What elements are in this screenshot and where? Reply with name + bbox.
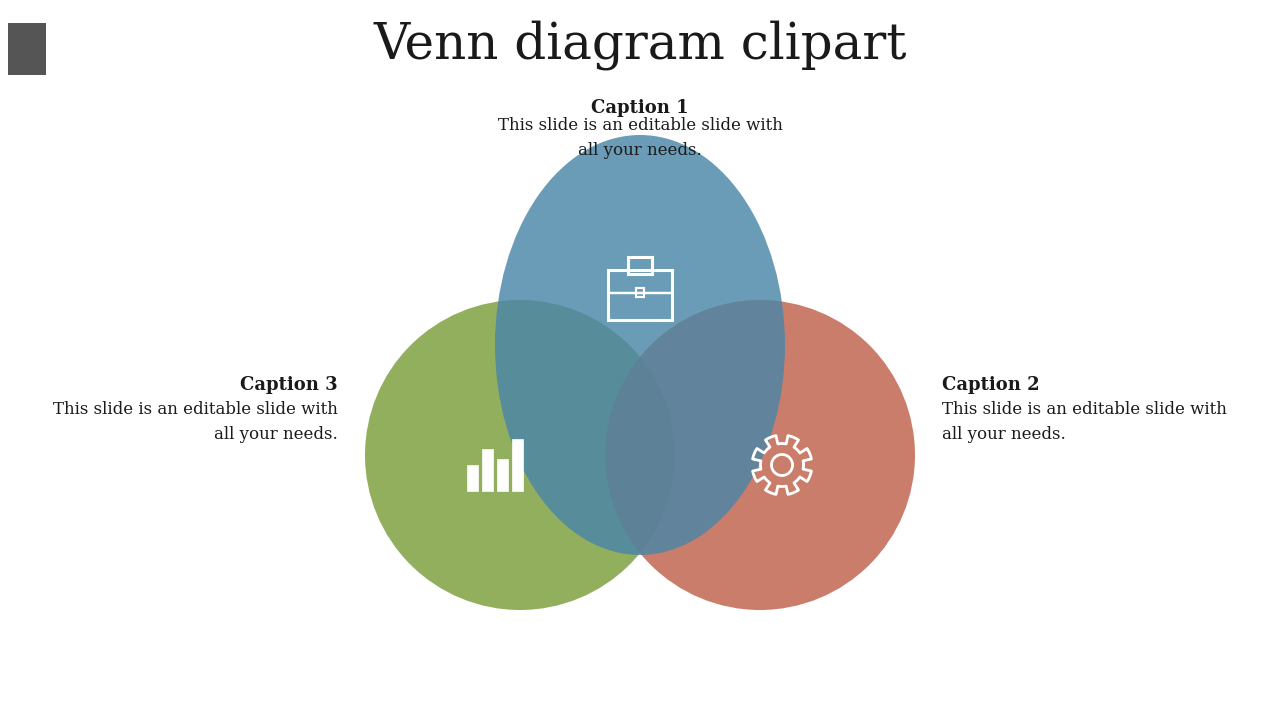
FancyBboxPatch shape (8, 23, 46, 75)
Text: Venn diagram clipart: Venn diagram clipart (374, 20, 906, 70)
Ellipse shape (495, 135, 785, 555)
FancyBboxPatch shape (498, 459, 508, 491)
Ellipse shape (365, 300, 675, 610)
FancyBboxPatch shape (483, 449, 493, 491)
Text: This slide is an editable slide with
all your needs.: This slide is an editable slide with all… (498, 117, 782, 159)
FancyBboxPatch shape (512, 439, 522, 491)
Text: Caption 2: Caption 2 (942, 376, 1039, 394)
Ellipse shape (605, 300, 915, 610)
Text: This slide is an editable slide with
all your needs.: This slide is an editable slide with all… (942, 401, 1226, 443)
Text: Caption 1: Caption 1 (591, 99, 689, 117)
FancyBboxPatch shape (467, 465, 477, 491)
Text: This slide is an editable slide with
all your needs.: This slide is an editable slide with all… (54, 401, 338, 443)
Text: Caption 3: Caption 3 (241, 376, 338, 394)
